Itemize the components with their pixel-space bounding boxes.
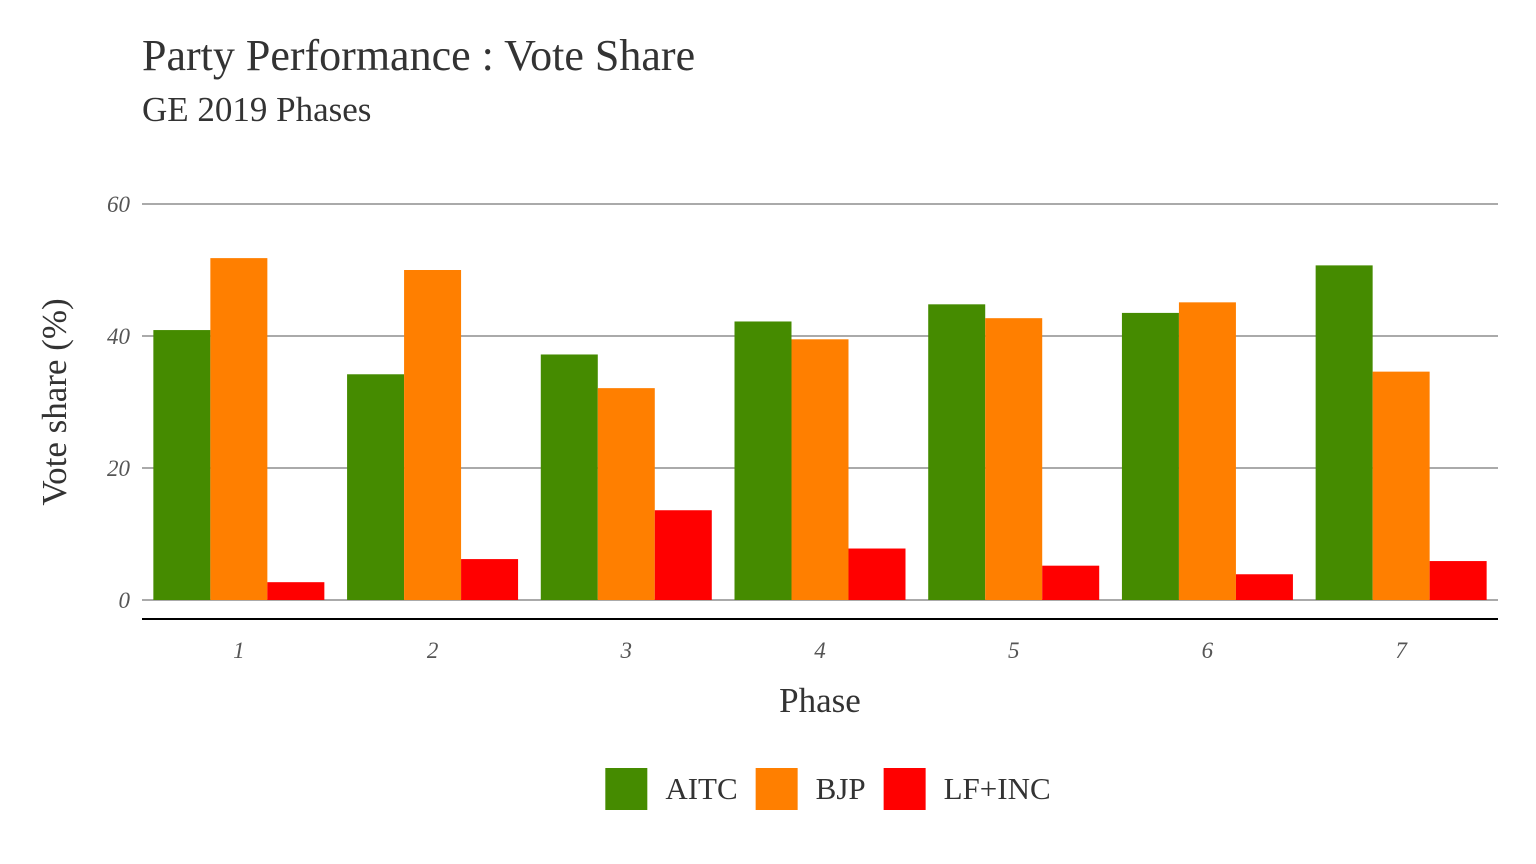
bar-bjp-phase-2 — [404, 270, 462, 600]
y-tick-label: 60 — [107, 192, 131, 217]
bar-lf-inc-phase-7 — [1429, 561, 1487, 600]
x-tick-label: 4 — [814, 638, 826, 663]
x-tick-label: 6 — [1202, 638, 1214, 663]
bar-aitc-phase-1 — [153, 330, 211, 600]
x-tick-label: 3 — [620, 638, 633, 663]
bar-aitc-phase-6 — [1121, 312, 1179, 600]
y-tick-label: 40 — [107, 324, 131, 349]
bar-lf-inc-phase-5 — [1042, 565, 1100, 600]
y-axis-title: Vote share (%) — [35, 298, 74, 505]
chart-subtitle: GE 2019 Phases — [142, 90, 372, 129]
bar-aitc-phase-7 — [1315, 265, 1373, 600]
bar-lf-inc-phase-4 — [848, 548, 906, 600]
bar-aitc-phase-5 — [928, 304, 986, 600]
x-tick-label: 1 — [233, 638, 245, 663]
x-tick-label: 2 — [427, 638, 439, 663]
bar-aitc-phase-4 — [734, 321, 792, 600]
x-tick-labels: 1 2 3 4 5 6 7 — [233, 638, 1408, 663]
x-tick-label: 7 — [1395, 638, 1408, 663]
legend-label-aitc: AITC — [665, 771, 737, 806]
chart-title: Party Performance : Vote Share — [142, 31, 696, 80]
bar-lf-inc-phase-2 — [461, 559, 519, 600]
bar-bjp-phase-4 — [791, 339, 849, 600]
bar-bjp-phase-1 — [210, 258, 268, 600]
legend-key-bjp — [755, 768, 798, 810]
legend-label-lf-inc: LF+INC — [944, 771, 1051, 806]
legend-key-aitc — [605, 768, 648, 810]
y-tick-label: 0 — [119, 588, 131, 613]
bar-aitc-phase-3 — [540, 354, 598, 600]
y-tick-label: 20 — [107, 456, 131, 481]
bar-bjp-phase-3 — [597, 388, 655, 600]
bar-aitc-phase-2 — [347, 374, 405, 600]
bar-bjp-phase-6 — [1178, 302, 1236, 600]
bar-lf-inc-phase-3 — [654, 510, 712, 600]
legend: AITC BJP LF+INC — [605, 768, 1051, 810]
legend-key-lf-inc — [883, 768, 926, 810]
bars — [153, 258, 1487, 600]
legend-label-bjp: BJP — [816, 771, 866, 806]
bar-bjp-phase-5 — [985, 318, 1043, 600]
bar-lf-inc-phase-1 — [267, 582, 325, 600]
y-tick-labels: 0 20 40 60 — [107, 192, 131, 613]
x-tick-label: 5 — [1008, 638, 1020, 663]
bar-bjp-phase-7 — [1372, 371, 1430, 600]
bar-lf-inc-phase-6 — [1235, 574, 1293, 600]
x-axis-title: Phase — [779, 681, 861, 720]
